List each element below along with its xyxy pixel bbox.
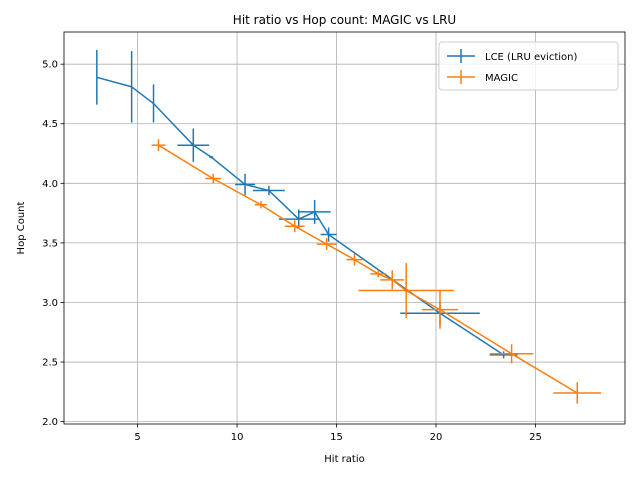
series-line bbox=[96, 76, 505, 356]
series-magic bbox=[151, 139, 602, 404]
legend: LCE (LRU eviction) MAGIC bbox=[438, 41, 619, 91]
x-tick-label: 15 bbox=[330, 432, 343, 443]
series-layer bbox=[96, 49, 602, 404]
legend-item: LCE (LRU eviction) bbox=[447, 49, 577, 63]
x-tick-label: 25 bbox=[529, 432, 542, 443]
series-line bbox=[158, 144, 578, 394]
tick-layer: 5 10 15 20 25 2.0 2.5 3.0 3.5 4.0 4.5 5.0 bbox=[42, 60, 542, 443]
legend-label: LCE (LRU eviction) bbox=[485, 52, 577, 63]
x-tick-label: 20 bbox=[430, 432, 443, 443]
y-tick-label: 3.5 bbox=[42, 238, 58, 249]
legend-box bbox=[438, 41, 619, 91]
y-tick-label: 4.0 bbox=[42, 179, 58, 190]
y-axis-label: Hop Count bbox=[16, 201, 27, 254]
x-axis-label: Hit ratio bbox=[324, 454, 364, 465]
y-tick-label: 2.5 bbox=[42, 358, 58, 369]
y-tick-label: 4.5 bbox=[42, 119, 58, 130]
x-tick-label: 5 bbox=[134, 432, 140, 443]
y-tick-label: 2.0 bbox=[42, 417, 58, 428]
grid-layer bbox=[64, 32, 625, 424]
y-tick-label: 5.0 bbox=[42, 60, 58, 71]
y-tick-label: 3.0 bbox=[42, 298, 58, 309]
x-tick-label: 10 bbox=[231, 432, 244, 443]
chart-title: Hit ratio vs Hop count: MAGIC vs LRU bbox=[233, 13, 456, 27]
legend-label: MAGIC bbox=[485, 73, 518, 84]
legend-item: MAGIC bbox=[447, 70, 518, 84]
plot-frame bbox=[63, 31, 626, 425]
